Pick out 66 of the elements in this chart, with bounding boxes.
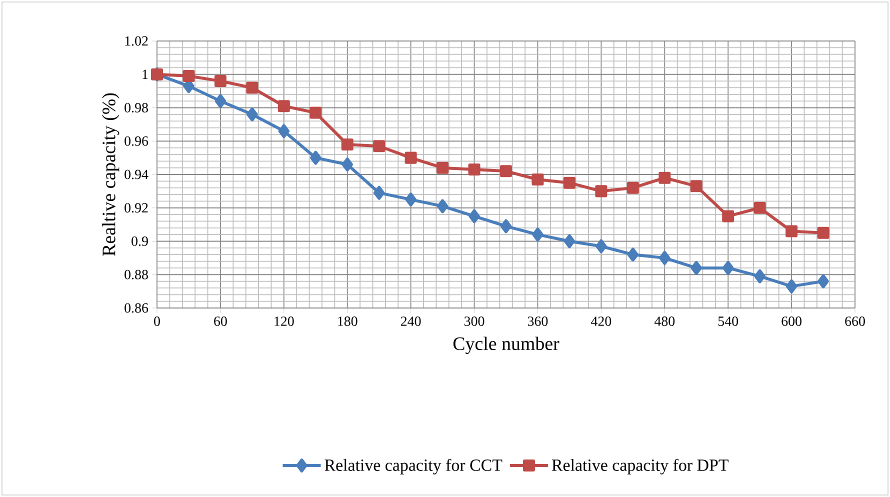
x-tick-label: 180	[338, 316, 358, 326]
y-tick-label: 0.98	[124, 103, 148, 112]
point	[468, 209, 480, 224]
legend-label: Relative capacity for DPT	[552, 458, 728, 474]
y-axis-title: Realtive capacity (%)	[102, 93, 120, 256]
point	[817, 226, 830, 239]
point	[659, 250, 670, 265]
point	[278, 124, 290, 138]
point	[564, 234, 576, 248]
x-tick-label: 600	[782, 316, 802, 326]
x-tick-label: 660	[845, 316, 865, 326]
point	[627, 248, 639, 262]
point	[690, 260, 702, 275]
point	[182, 70, 195, 82]
point	[373, 140, 386, 152]
x-tick-label: 120	[274, 316, 294, 326]
point	[436, 162, 449, 174]
point	[310, 150, 322, 165]
point	[404, 152, 417, 164]
legend-label: Relative capacity for CCT	[324, 458, 502, 474]
y-tick-label: 0.9	[132, 236, 148, 246]
x-tick-label: 360	[528, 316, 548, 326]
point	[596, 239, 607, 254]
point	[278, 100, 290, 112]
point	[436, 199, 448, 214]
x-tick-label: 300	[464, 316, 484, 326]
point	[246, 82, 258, 94]
point	[214, 75, 226, 88]
point	[818, 274, 829, 288]
point	[658, 172, 671, 184]
point	[754, 269, 766, 284]
point	[246, 107, 258, 122]
x-tick-label: 540	[718, 316, 738, 326]
x-tick-label: 480	[654, 316, 675, 326]
point	[786, 225, 798, 238]
point	[690, 180, 702, 192]
y-tick-label: 0.86	[124, 303, 148, 313]
y-tick-label: 1.02	[125, 36, 148, 46]
point	[722, 260, 734, 275]
x-tick-label: 240	[400, 316, 421, 326]
point	[341, 138, 354, 150]
point	[563, 176, 576, 189]
point	[786, 279, 798, 294]
point	[342, 157, 353, 172]
point	[405, 192, 416, 207]
point	[500, 219, 512, 234]
x-axis-title: Cycle number	[453, 336, 560, 354]
y-tick-label: 0.96	[124, 136, 148, 146]
point	[373, 186, 385, 200]
point	[532, 174, 544, 186]
point	[532, 228, 544, 242]
x-tick-label: 60	[214, 316, 227, 326]
point	[595, 185, 608, 198]
x-tick-label: 0	[154, 316, 160, 326]
point	[722, 210, 734, 222]
point	[468, 163, 480, 176]
point	[754, 202, 766, 214]
y-tick-label: 0.94	[124, 170, 148, 180]
y-tick-label: 0.88	[124, 270, 148, 280]
point	[310, 106, 322, 119]
y-tick-label: 0.92	[124, 203, 148, 213]
point	[214, 94, 226, 108]
x-tick-label: 420	[590, 316, 612, 326]
y-tick-label: 1	[142, 70, 148, 79]
point	[626, 182, 639, 194]
point	[500, 165, 512, 178]
